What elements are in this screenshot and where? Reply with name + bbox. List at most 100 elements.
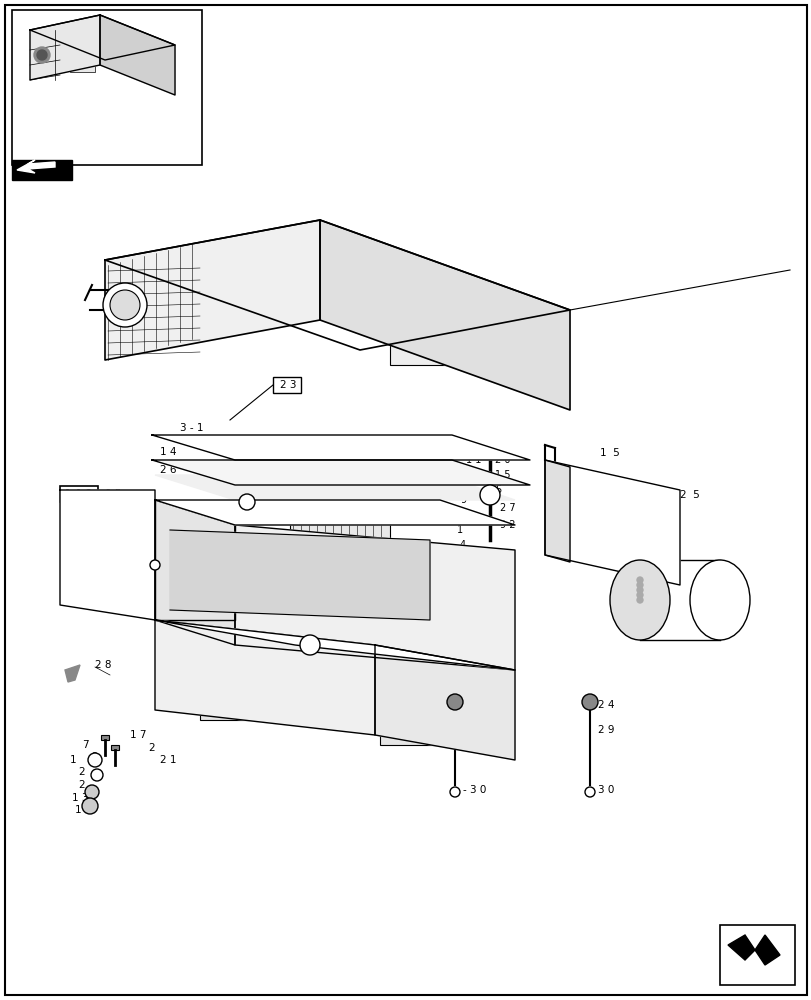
Bar (12, 10, 202, 165)
Bar (719, 925, 794, 985)
Polygon shape (30, 15, 175, 60)
Circle shape (238, 494, 255, 510)
Text: 2: 2 (78, 767, 84, 777)
Polygon shape (155, 475, 514, 500)
Circle shape (449, 787, 460, 797)
Polygon shape (100, 15, 175, 95)
Text: 4: 4 (460, 540, 466, 550)
Text: 2: 2 (148, 743, 154, 753)
Polygon shape (155, 500, 514, 525)
Text: 2  5: 2 5 (679, 490, 699, 500)
Text: 1 4: 1 4 (160, 447, 176, 457)
Text: 5: 5 (495, 485, 500, 495)
Text: 2 1: 2 1 (160, 755, 176, 765)
Polygon shape (17, 160, 55, 173)
Text: 2 3: 2 3 (280, 380, 296, 390)
Circle shape (479, 485, 500, 505)
Text: - 0 5: - 0 5 (98, 489, 121, 499)
Text: 1: 1 (457, 525, 462, 535)
Bar (12, 160, 72, 180)
Circle shape (636, 587, 642, 593)
Polygon shape (105, 220, 320, 360)
Circle shape (636, 582, 642, 588)
Text: 1 7: 1 7 (130, 730, 146, 740)
Text: 1  5: 1 5 (599, 448, 619, 458)
Polygon shape (320, 220, 569, 410)
Ellipse shape (609, 560, 669, 640)
Text: 2 9: 2 9 (597, 725, 614, 735)
Text: 1 5: 1 5 (495, 470, 510, 480)
Text: 1 8: 1 8 (457, 510, 472, 520)
Circle shape (636, 592, 642, 598)
Text: 7: 7 (82, 740, 88, 750)
Text: 1 6: 1 6 (328, 547, 343, 557)
Polygon shape (155, 500, 234, 620)
Text: 1 9: 1 9 (470, 553, 486, 563)
Circle shape (88, 753, 102, 767)
Text: 3 2: 3 2 (240, 505, 255, 515)
Polygon shape (544, 460, 679, 585)
Bar (70, 54, 95, 72)
Circle shape (109, 290, 139, 320)
Text: 1 0: 1 0 (240, 493, 255, 503)
Text: 1 2: 1 2 (75, 805, 92, 815)
Polygon shape (727, 935, 779, 965)
Text: 2 8: 2 8 (95, 660, 111, 670)
Polygon shape (105, 220, 569, 350)
Polygon shape (155, 500, 234, 645)
Circle shape (34, 47, 50, 63)
Polygon shape (544, 460, 569, 562)
Polygon shape (375, 645, 514, 760)
Circle shape (636, 597, 642, 603)
Polygon shape (65, 665, 80, 682)
Text: 2 7: 2 7 (500, 503, 515, 513)
Polygon shape (152, 460, 530, 485)
Text: 8: 8 (130, 585, 136, 595)
Polygon shape (152, 435, 530, 460)
Text: 1: 1 (70, 755, 76, 765)
Circle shape (636, 577, 642, 583)
Circle shape (82, 798, 98, 814)
Polygon shape (30, 15, 100, 80)
Text: 3 - 1: 3 - 1 (180, 423, 204, 433)
Text: - 2 9: - 2 9 (462, 725, 486, 735)
Text: 3 1: 3 1 (234, 482, 250, 492)
Ellipse shape (689, 560, 749, 640)
Text: 2 4: 2 4 (597, 700, 614, 710)
Text: 2: 2 (78, 780, 84, 790)
Circle shape (37, 50, 47, 60)
Circle shape (581, 694, 597, 710)
Bar (380, 690, 479, 745)
Text: 1 1: 1 1 (466, 455, 481, 465)
Polygon shape (169, 530, 430, 620)
Bar (111, 745, 119, 750)
Circle shape (584, 787, 594, 797)
Circle shape (299, 635, 320, 655)
Circle shape (103, 283, 147, 327)
Bar (101, 735, 109, 740)
Text: 2 6: 2 6 (160, 465, 176, 475)
Bar (272, 377, 301, 393)
Polygon shape (155, 620, 514, 670)
Text: - 3 0: - 3 0 (462, 785, 486, 795)
Polygon shape (60, 490, 155, 620)
Circle shape (85, 785, 99, 799)
Text: 3 3: 3 3 (359, 505, 375, 515)
Text: 3 0: 3 0 (597, 785, 614, 795)
Text: 3: 3 (270, 560, 276, 570)
Circle shape (446, 694, 462, 710)
Bar (479, 310, 560, 370)
Polygon shape (155, 620, 375, 735)
Polygon shape (234, 525, 514, 670)
Bar (389, 300, 489, 365)
Text: 9 2: 9 2 (500, 520, 515, 530)
Text: 4 4 0: 4 4 0 (63, 489, 92, 499)
Text: - 2 4: - 2 4 (462, 700, 486, 710)
Text: 2 0: 2 0 (495, 455, 510, 465)
Bar (200, 665, 320, 720)
Bar (290, 510, 389, 545)
Text: 6: 6 (90, 752, 97, 762)
Text: 9: 9 (460, 495, 466, 505)
Circle shape (91, 769, 103, 781)
Bar (60, 486, 98, 502)
